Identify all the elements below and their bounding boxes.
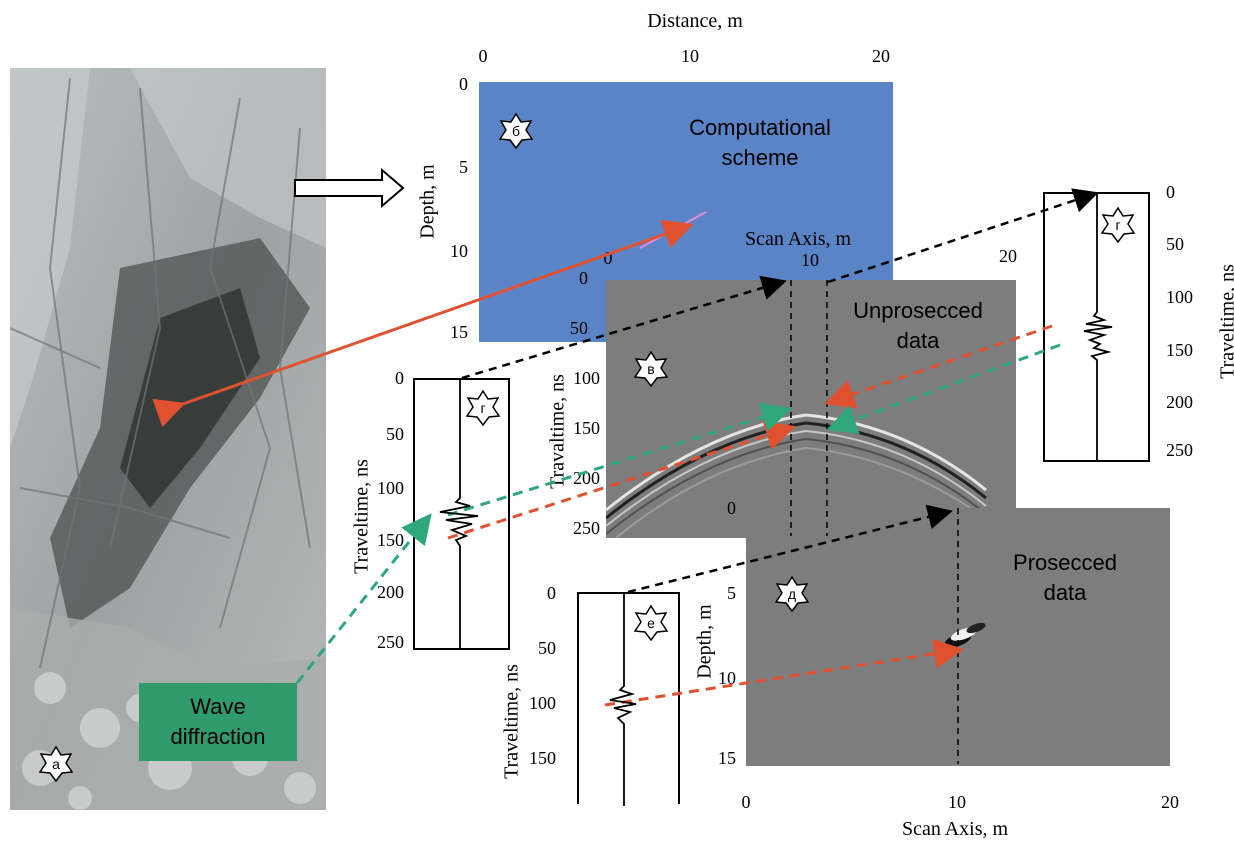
- processed-text-line2: data: [1043, 580, 1087, 605]
- distance-tick-0: 0: [478, 46, 488, 66]
- scan-axis-title-top: Scan Axis, m: [744, 228, 852, 250]
- trace-right-ytick-250: 250: [1166, 440, 1193, 460]
- trace-e-waveform: [609, 594, 637, 806]
- trace-right-ytick-50: 50: [1166, 234, 1184, 254]
- processed-ytick-5: 5: [727, 583, 736, 603]
- trace-e-ytick-50: 50: [538, 638, 556, 658]
- badge-g-right: г: [1101, 208, 1135, 242]
- distance-axis-title: Distance, m: [647, 10, 743, 32]
- processed-ytick-0: 0: [727, 498, 736, 518]
- processed-data-text: Prosecced data: [990, 548, 1140, 608]
- badge-v: в: [634, 352, 668, 386]
- hollow-arrow: [294, 167, 405, 209]
- black-dash-2: [827, 188, 1099, 284]
- distance-tick-20: 20: [872, 46, 890, 66]
- trace-left-ytick-50: 50: [386, 424, 404, 444]
- scheme-text-line1: Computational: [689, 115, 831, 140]
- trace-right-ytick-0: 0: [1166, 182, 1175, 202]
- badge-e: е: [634, 606, 668, 640]
- computational-scheme-text: Computational scheme: [670, 113, 850, 173]
- badge-g-left-icon: [465, 389, 501, 427]
- processed-xtick-20: 20: [1161, 792, 1179, 812]
- badge-d: д: [775, 577, 809, 611]
- unprocessed-data-text: Unprosecced data: [838, 296, 998, 356]
- trace-left-ytick-100: 100: [377, 478, 404, 498]
- trace-left-ytick-250: 250: [377, 632, 404, 652]
- badge-a-label: а: [52, 756, 60, 772]
- trace-right-xtick-20: 20: [999, 246, 1017, 266]
- black-dash-1: [461, 275, 787, 380]
- badge-e-icon: [633, 604, 669, 642]
- processed-ytick-10: 10: [718, 668, 736, 688]
- badge-a-icon: [38, 745, 74, 783]
- badge-v-label: в: [647, 361, 655, 377]
- badge-g-left-label: г: [480, 400, 486, 416]
- wave-diffraction-label: Wave diffraction: [139, 683, 297, 761]
- badge-g-left: г: [466, 391, 500, 425]
- processed-xtick-10: 10: [948, 792, 966, 812]
- badge-g-right-label: г: [1115, 217, 1121, 233]
- trace-e-ytick-0: 0: [547, 583, 556, 603]
- red-dash-1: [824, 324, 1053, 409]
- trace-right-ytick-200: 200: [1166, 392, 1193, 412]
- badge-v-icon: [633, 350, 669, 388]
- trace-left-waveform: [439, 380, 479, 648]
- trace-e-ytick-100: 100: [529, 693, 556, 713]
- badge-b-label: б: [511, 123, 521, 139]
- scheme-text-line2: scheme: [721, 145, 799, 170]
- red-dash-3: [604, 638, 964, 707]
- red-double-arrow: [152, 219, 694, 428]
- unprocessed-ytick-250: 250: [573, 518, 600, 538]
- green-dash-2: [447, 402, 792, 517]
- trace-right-ytick-150: 150: [1166, 340, 1193, 360]
- scan-axis-tick-10: 10: [801, 250, 819, 270]
- wave-label-line2: diffraction: [170, 724, 266, 749]
- distance-tick-10: 10: [681, 46, 699, 66]
- badges: [38, 112, 1136, 783]
- wave-label-line1: Wave: [190, 694, 246, 719]
- green-dash-1: [826, 343, 1061, 434]
- scheme-ytick-5: 5: [459, 157, 468, 177]
- trace-right-waveform: [1083, 194, 1113, 460]
- badge-b: б: [499, 114, 533, 148]
- trace-e-ytick-150: 150: [529, 748, 556, 768]
- scheme-ytick-0: 0: [459, 74, 468, 94]
- badge-a: а: [39, 747, 73, 781]
- processed-xlabel: Scan Axis, m: [901, 818, 1009, 840]
- unprocessed-text-line1: Unprosecced: [853, 298, 983, 323]
- processed-xtick-0: 0: [741, 792, 751, 812]
- badge-d-icon: [774, 575, 810, 613]
- trace-left-ytick-150: 150: [377, 530, 404, 550]
- unprocessed-text-line2: data: [896, 328, 940, 353]
- processed-text-line1: Prosecced: [1013, 550, 1117, 575]
- trace-left-ytick-200: 200: [377, 582, 404, 602]
- trace-right-ytick-100: 100: [1166, 287, 1193, 307]
- badge-b-icon: [498, 112, 534, 150]
- badge-e-label: е: [647, 615, 655, 631]
- badge-d-label: д: [787, 586, 797, 602]
- processed-ytick-15: 15: [718, 748, 736, 768]
- green-dash-3: [295, 513, 432, 684]
- badge-g-right-icon: [1100, 206, 1136, 244]
- red-dash-2: [447, 421, 796, 540]
